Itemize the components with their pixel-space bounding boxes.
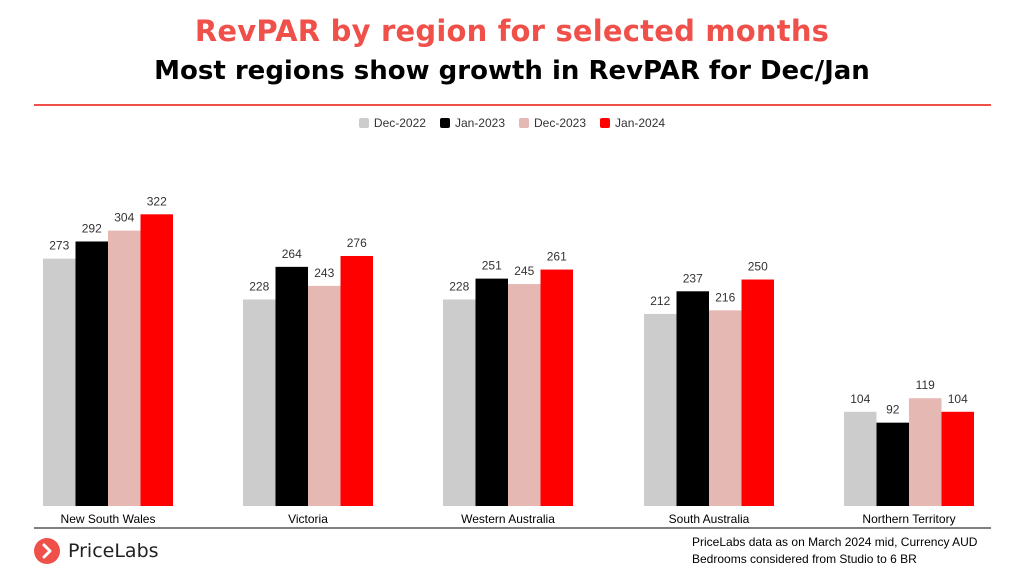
footer-note-source: PriceLabs data as on March 2024 mid, Cur… — [692, 535, 978, 549]
data-label: 119 — [916, 378, 935, 392]
brand-logo: PriceLabs — [34, 538, 159, 564]
legend-swatch — [519, 118, 529, 128]
bar — [308, 285, 341, 506]
bar — [108, 230, 141, 507]
legend-label: Dec-2022 — [373, 116, 426, 130]
bar — [909, 398, 942, 506]
data-label: 304 — [114, 211, 134, 225]
legend-label: Dec-2023 — [534, 116, 587, 130]
pricelabs-logo-icon — [34, 538, 60, 564]
bar — [676, 291, 709, 506]
category-label: Northern Territory — [862, 512, 955, 526]
data-label: 228 — [449, 279, 469, 293]
data-label: 264 — [282, 247, 302, 261]
brand-name: PriceLabs — [68, 540, 159, 562]
bar — [243, 299, 276, 506]
bar — [43, 258, 76, 506]
category-label: Victoria — [288, 512, 328, 526]
bar — [275, 266, 308, 506]
data-label: 212 — [650, 294, 670, 308]
legend-item-dec-2022[interactable]: Dec-2022 — [358, 116, 426, 130]
chart-title: RevPAR by region for selected months — [194, 14, 830, 48]
bar — [844, 411, 877, 506]
legend-swatch — [600, 118, 611, 128]
bar — [941, 411, 974, 506]
data-label: 273 — [49, 239, 69, 253]
legend-label: Jan-2024 — [615, 116, 666, 130]
bar — [140, 214, 173, 506]
data-label: 237 — [683, 271, 703, 285]
data-label: 104 — [948, 392, 968, 406]
category-label: Western Australia — [461, 512, 555, 526]
bar — [443, 299, 476, 506]
bar — [876, 422, 909, 506]
bar — [709, 310, 742, 506]
data-label: 92 — [886, 403, 900, 417]
chart-subtitle: Most regions show growth in RevPAR for D… — [154, 56, 870, 86]
legend-swatch — [358, 118, 369, 128]
bar — [540, 269, 573, 506]
bar — [644, 313, 677, 506]
legend-item-jan-2023[interactable]: Jan-2023 — [439, 116, 505, 130]
data-label: 228 — [249, 279, 269, 293]
data-label: 322 — [147, 194, 167, 208]
bar — [75, 241, 108, 506]
title-divider — [34, 104, 991, 106]
data-label: 104 — [850, 392, 870, 406]
legend: Dec-2022 Jan-2023 Dec-2023 Jan-2024 — [0, 116, 1024, 130]
legend-swatch — [439, 118, 450, 128]
data-label: 292 — [82, 221, 102, 235]
legend-label: Jan-2023 — [454, 116, 505, 130]
data-label: 261 — [547, 250, 567, 264]
bar — [741, 279, 774, 506]
category-label: New South Wales — [61, 512, 156, 526]
legend-item-dec-2023[interactable]: Dec-2023 — [519, 116, 586, 130]
footer-notes: PriceLabs data as on March 2024 mid, Cur… — [692, 534, 977, 568]
data-label: 245 — [514, 264, 534, 278]
legend-item-jan-2024[interactable]: Jan-2024 — [600, 116, 665, 130]
data-label: 250 — [748, 260, 768, 274]
data-label: 251 — [482, 259, 502, 273]
category-label: South Australia — [669, 512, 750, 526]
footer-note-bedrooms: Bedrooms considered from Studio to 6 BR — [692, 552, 917, 566]
data-label: 243 — [314, 266, 334, 280]
bar — [340, 255, 373, 506]
data-label: 276 — [347, 236, 367, 250]
bar — [508, 284, 541, 506]
bar — [475, 278, 508, 506]
data-label: 216 — [715, 290, 735, 304]
